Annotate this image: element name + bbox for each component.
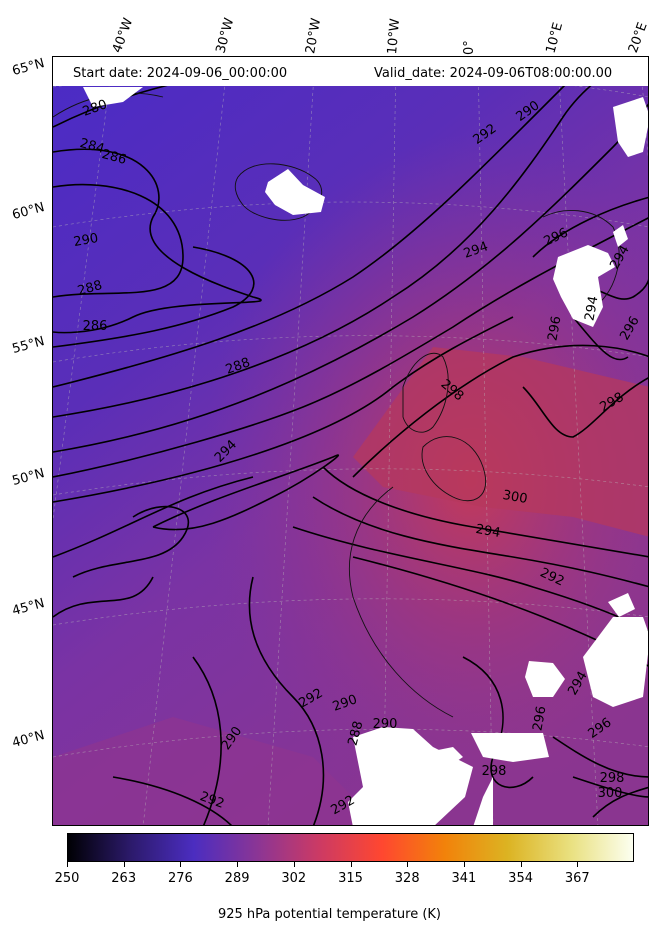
lon-label-10e: 10°E xyxy=(543,20,567,55)
contour-label: 300 xyxy=(597,786,623,801)
contour-label: 286 xyxy=(82,319,108,334)
lon-label-0: 0° xyxy=(462,40,477,55)
colorbar-tickmark xyxy=(463,862,465,867)
southwest-warm-region xyxy=(53,717,381,825)
colorbar-label: 925 hPa potential temperature (K) xyxy=(217,907,441,922)
contour-lines xyxy=(53,57,648,825)
warm-continent-region xyxy=(353,347,648,537)
colorbar-tickmark xyxy=(67,862,68,867)
contour-label: 290 xyxy=(372,717,398,732)
map-canvas xyxy=(53,57,648,825)
contour-label: 298 xyxy=(481,764,507,779)
missing-data xyxy=(83,87,648,825)
lon-label-10w: 10°W xyxy=(385,17,404,55)
colorbar-tick-label: 341 xyxy=(451,871,477,886)
colorbar xyxy=(67,833,634,862)
colorbar-tick-label: 250 xyxy=(54,871,80,886)
lat-label-65n: 65°N xyxy=(10,56,47,79)
colorbar-tick-label: 276 xyxy=(167,871,193,886)
lon-label-30w: 30°W xyxy=(213,16,238,55)
colorbar-tickmark xyxy=(293,862,295,867)
colorbar-tick-label: 367 xyxy=(564,871,590,886)
colorbar-tickmark xyxy=(350,862,352,867)
colorbar-tickmark xyxy=(237,862,239,867)
lon-label-20w: 20°W xyxy=(303,17,325,55)
lat-label-45n: 45°N xyxy=(10,596,47,619)
potential-temperature-map xyxy=(52,56,649,826)
colorbar-tick-label: 315 xyxy=(338,871,363,886)
valid-date-label: Valid_date: 2024-09-06T08:00:00.00 xyxy=(374,66,613,81)
lat-label-55n: 55°N xyxy=(10,334,47,357)
colorbar-tick-label: 328 xyxy=(394,871,420,886)
lon-label-20e: 20°E xyxy=(625,20,651,55)
lat-label-40n: 40°N xyxy=(10,728,47,751)
colorbar-tickmark xyxy=(407,862,409,867)
contour-label: 298 xyxy=(599,771,625,786)
lat-label-50n: 50°N xyxy=(10,466,47,489)
colorbar-tick-label: 263 xyxy=(111,871,137,886)
colorbar-tick-label: 289 xyxy=(224,871,250,886)
colorbar-tickmark xyxy=(577,862,579,867)
header-bar xyxy=(53,57,648,86)
start-date-label: Start date: 2024-09-06_00:00:00 xyxy=(73,66,288,81)
colorbar-tickmark xyxy=(123,862,125,867)
colorbar-tick-label: 354 xyxy=(508,871,534,886)
lat-label-60n: 60°N xyxy=(10,200,47,223)
lon-label-40w: 40°W xyxy=(109,16,137,55)
colorbar-tick-label: 302 xyxy=(281,871,307,886)
colorbar-tickmark xyxy=(520,862,522,867)
colorbar-tickmark xyxy=(180,862,182,867)
